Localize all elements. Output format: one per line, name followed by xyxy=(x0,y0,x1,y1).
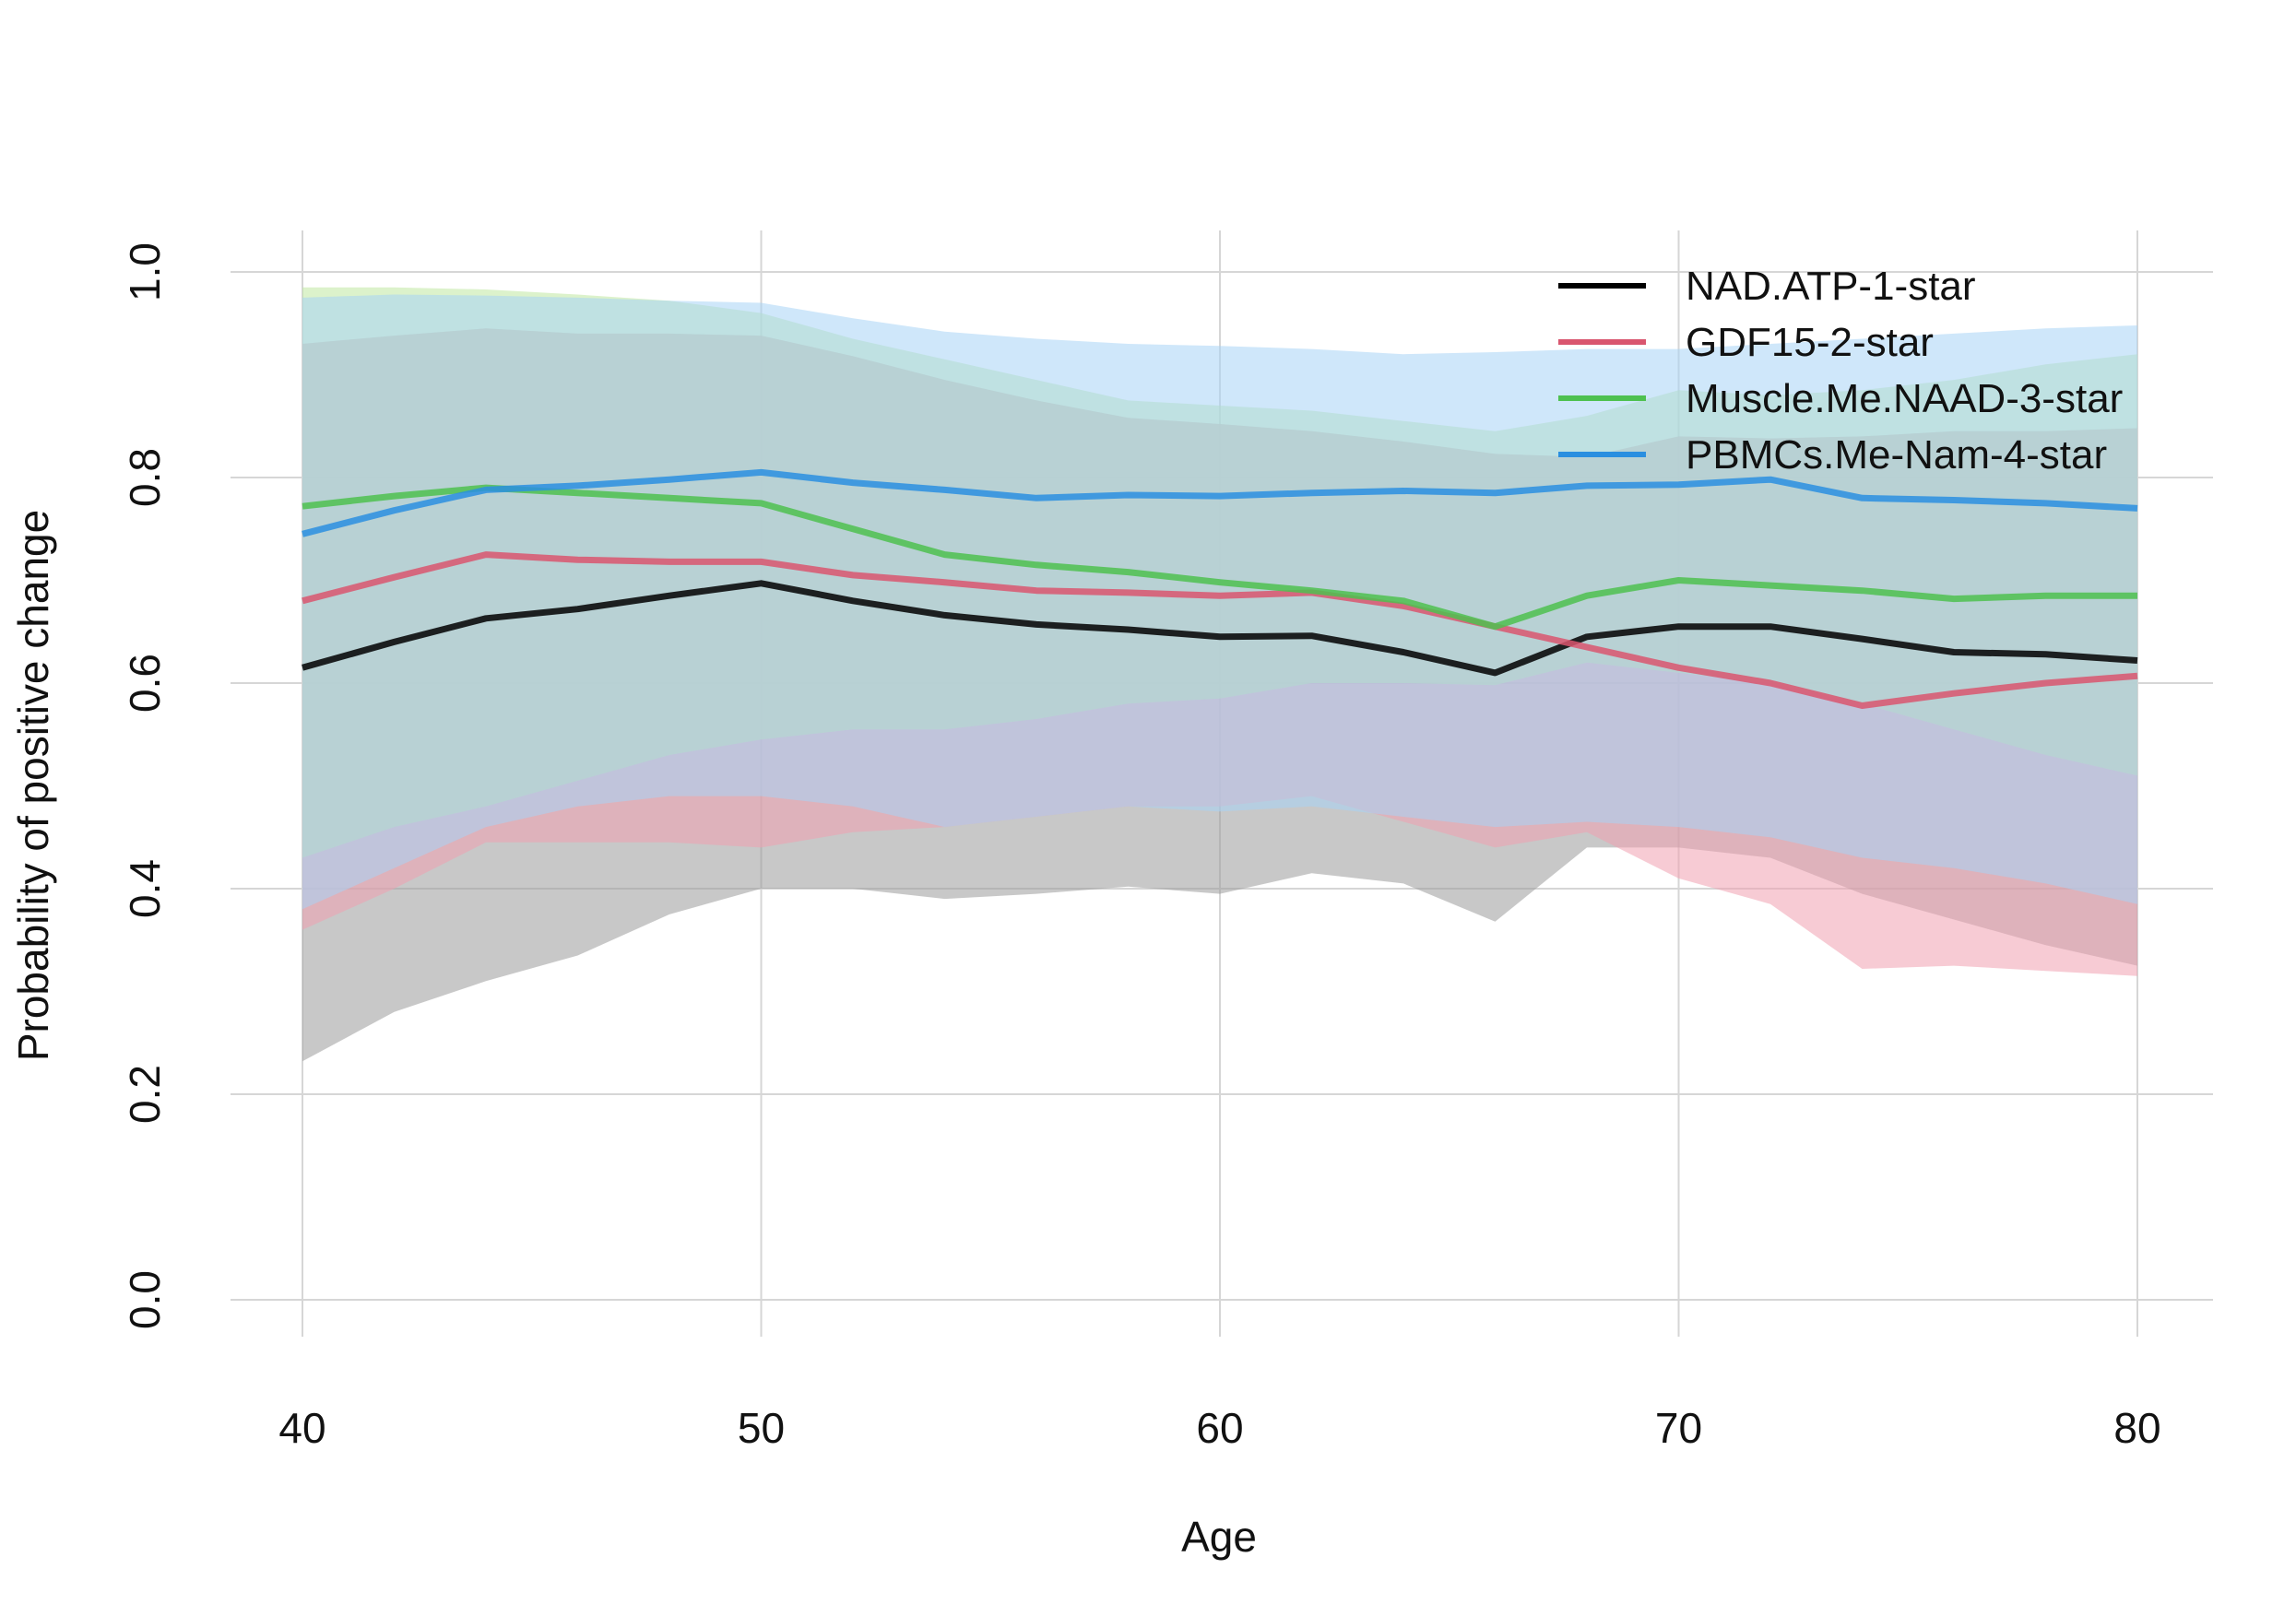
x-axis-title: Age xyxy=(1181,1513,1257,1561)
legend-label-1: NAD.ATP-1-star xyxy=(1686,264,1976,309)
y-tick-label: 0.2 xyxy=(121,1065,169,1124)
legend-label-3: Muscle.Me.NAAD-3-star xyxy=(1686,376,2123,421)
confidence-bands xyxy=(302,287,2137,1062)
x-tick-label: 70 xyxy=(1655,1404,1702,1452)
series-line-4 xyxy=(302,468,2138,537)
y-axis-ticks: 0.0 0.2 0.4 0.6 0.8 1.0 xyxy=(121,242,169,1329)
legend: NAD.ATP-1-star GDF15-2-star Muscle.Me.NAAD… xyxy=(1558,264,2123,478)
series-line-2 xyxy=(302,551,2138,709)
x-axis-ticks: 40 50 60 70 80 xyxy=(278,1404,2160,1452)
y-tick-label: 1.0 xyxy=(121,242,169,301)
x-tick-label: 40 xyxy=(278,1404,325,1452)
x-tick-label: 80 xyxy=(2113,1404,2160,1452)
legend-label-4: PBMCs.Me-Nam-4-star xyxy=(1686,432,2107,478)
legend-label-2: GDF15-2-star xyxy=(1686,320,1934,365)
y-tick-label: 0.8 xyxy=(121,448,169,507)
series-line-3 xyxy=(302,484,2137,631)
series-line-1 xyxy=(302,580,2138,677)
y-axis-title: Probability of positive change xyxy=(9,510,57,1061)
x-tick-label: 60 xyxy=(1196,1404,1243,1452)
x-tick-label: 50 xyxy=(738,1404,785,1452)
series-lines xyxy=(302,468,2138,709)
confidence-band-4 xyxy=(302,294,2137,910)
y-tick-label: 0.0 xyxy=(121,1270,169,1329)
y-tick-label: 0.4 xyxy=(121,859,169,918)
y-tick-label: 0.6 xyxy=(121,654,169,713)
